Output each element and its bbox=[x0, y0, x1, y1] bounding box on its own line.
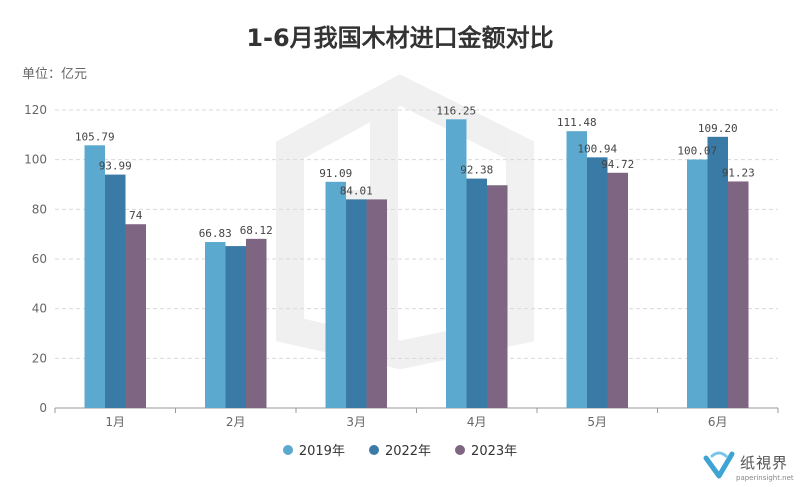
y-tick-label: 60 bbox=[32, 252, 47, 266]
bar bbox=[487, 185, 508, 408]
axes: 0 20 40 60 80 100 120 1月 2月 3月 4月 5月 6月 bbox=[24, 103, 779, 429]
chart-title: 1-6月我国木材进口金额对比 bbox=[246, 24, 554, 52]
y-tick-label: 100 bbox=[24, 153, 47, 167]
y-tick-label: 40 bbox=[32, 302, 47, 316]
legend-item-2023[interactable]: 2023年 bbox=[455, 440, 517, 459]
bar bbox=[205, 242, 226, 408]
brand-logo: 纸視界 paperinsight.net bbox=[700, 450, 795, 484]
bar bbox=[446, 119, 467, 408]
data-label: 68.12 bbox=[240, 224, 273, 237]
x-tick-label: 3月 bbox=[346, 415, 366, 429]
legend-label: 2023年 bbox=[471, 444, 518, 459]
data-label: 94.72 bbox=[601, 158, 634, 171]
bar bbox=[325, 181, 346, 408]
bar bbox=[607, 172, 628, 408]
x-tick-label: 4月 bbox=[467, 415, 487, 429]
data-label: 74 bbox=[129, 209, 143, 222]
data-label: 91.23 bbox=[722, 166, 755, 179]
legend-item-2022[interactable]: 2022年 bbox=[368, 440, 432, 459]
data-label: 105.79 bbox=[75, 130, 115, 143]
legend-dot-icon bbox=[455, 444, 466, 455]
data-label: 66.83 bbox=[199, 227, 232, 240]
legend-dot-icon bbox=[282, 444, 293, 455]
bar bbox=[105, 174, 126, 408]
x-tick-label: 2月 bbox=[226, 415, 246, 429]
y-tick-label: 0 bbox=[39, 401, 47, 415]
x-tick-label: 5月 bbox=[587, 415, 607, 429]
data-label: 100.94 bbox=[577, 142, 617, 155]
brand-mark-icon bbox=[703, 451, 735, 479]
legend: 2019年 2022年 2023年 bbox=[0, 440, 800, 459]
bars bbox=[84, 119, 749, 409]
data-label: 109.20 bbox=[698, 122, 738, 135]
x-tick-label: 1月 bbox=[105, 415, 125, 429]
data-label: 92.38 bbox=[460, 164, 493, 177]
y-tick-label: 80 bbox=[32, 202, 47, 216]
bar bbox=[687, 159, 708, 408]
data-label: 91.09 bbox=[319, 167, 352, 180]
bar bbox=[728, 181, 749, 408]
data-label: 116.25 bbox=[436, 104, 476, 117]
data-label: 84.01 bbox=[340, 184, 373, 197]
bar bbox=[707, 136, 728, 408]
grid-lines bbox=[55, 109, 778, 359]
data-labels: 105.79 93.99 74 66.83 68.12 91.09 84.01 116.25 9… bbox=[75, 104, 755, 240]
legend-dot-icon bbox=[368, 444, 379, 455]
data-label: 111.48 bbox=[557, 116, 597, 129]
bar bbox=[125, 224, 146, 408]
bar bbox=[225, 246, 246, 408]
unit-label: 单位：亿元 bbox=[22, 67, 88, 82]
bar bbox=[84, 145, 105, 409]
x-tick-label: 6月 bbox=[708, 415, 728, 429]
y-tick-label: 20 bbox=[32, 351, 47, 365]
bar bbox=[587, 157, 608, 408]
bar bbox=[366, 199, 387, 408]
legend-item-2019[interactable]: 2019年 bbox=[282, 440, 345, 459]
bar bbox=[246, 238, 267, 408]
legend-label: 2019年 bbox=[298, 444, 345, 459]
bar bbox=[566, 131, 587, 408]
brand-name: 纸視界 bbox=[740, 454, 789, 472]
y-tick-label: 120 bbox=[24, 103, 47, 117]
data-label: 93.99 bbox=[99, 160, 132, 173]
data-label: 100.07 bbox=[677, 144, 717, 157]
legend-label: 2022年 bbox=[384, 444, 432, 459]
bar bbox=[466, 178, 487, 408]
bar bbox=[346, 199, 367, 408]
brand-url: paperinsight.net bbox=[736, 474, 794, 482]
